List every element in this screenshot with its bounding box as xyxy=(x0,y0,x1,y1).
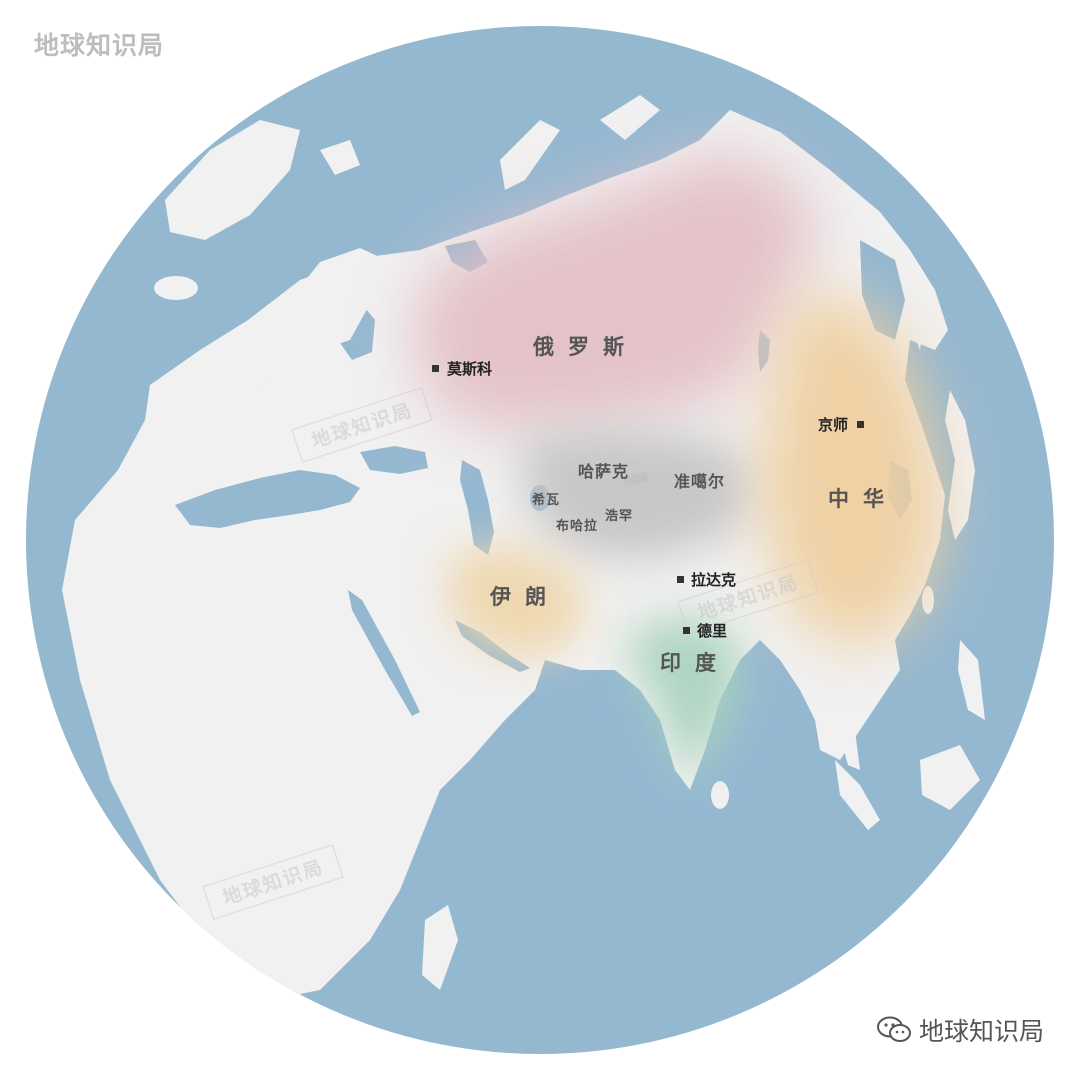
arctic-islands xyxy=(600,95,660,140)
ireland xyxy=(218,354,238,382)
greenland xyxy=(165,120,300,240)
philippines xyxy=(958,640,985,720)
sumatra xyxy=(835,760,880,830)
zone-india xyxy=(630,615,745,785)
city-marker-moscow xyxy=(432,365,439,372)
madagascar xyxy=(422,905,458,990)
svalbard xyxy=(320,140,360,175)
sakhalin xyxy=(912,290,925,350)
zone-central-asia xyxy=(520,428,760,560)
label-dzungar: 准噶尔 xyxy=(674,472,725,491)
city-marker-delhi xyxy=(683,627,690,634)
sri-lanka xyxy=(711,781,729,809)
city-label-beijing: 京师 xyxy=(818,416,848,434)
city-label-ladakh: 拉达克 xyxy=(691,571,736,589)
wechat-icon xyxy=(876,1016,911,1044)
label-kazakh: 哈萨克 xyxy=(578,462,629,481)
iceland xyxy=(154,276,198,300)
label-khiva: 希瓦 xyxy=(532,492,560,508)
caspian-sea xyxy=(460,460,494,555)
malay-peninsula xyxy=(838,700,860,770)
borneo xyxy=(920,745,980,810)
city-marker-ladakh xyxy=(677,576,684,583)
black-sea xyxy=(360,446,428,474)
political-zones xyxy=(410,150,945,785)
label-iran: 伊朗 xyxy=(489,585,560,609)
city-label-moscow: 莫斯科 xyxy=(447,360,492,378)
zone-russia xyxy=(410,150,820,430)
label-china: 中华 xyxy=(828,487,898,511)
label-india: 印度 xyxy=(660,651,730,675)
city-label-delhi: 德里 xyxy=(697,622,727,640)
label-russia: 俄罗斯 xyxy=(532,335,638,359)
zone-china xyxy=(760,300,945,650)
novaya-zemlya xyxy=(500,120,560,190)
label-bukhara: 布哈拉 xyxy=(556,518,598,534)
city-marker-beijing xyxy=(857,421,864,428)
footer-brand-text: 地球知识局 xyxy=(918,1017,1044,1046)
taiwan xyxy=(922,586,934,614)
label-khoqand: 浩罕 xyxy=(605,508,633,524)
great-britain xyxy=(244,330,272,392)
zone-iran xyxy=(445,545,590,660)
footer-brand: 地球知识局 xyxy=(876,1012,1044,1048)
mediterranean-sea xyxy=(175,470,360,528)
scandinavia xyxy=(290,248,390,350)
japan xyxy=(945,390,975,540)
brand-title: 地球知识局 xyxy=(34,31,165,60)
red-sea xyxy=(348,590,420,716)
